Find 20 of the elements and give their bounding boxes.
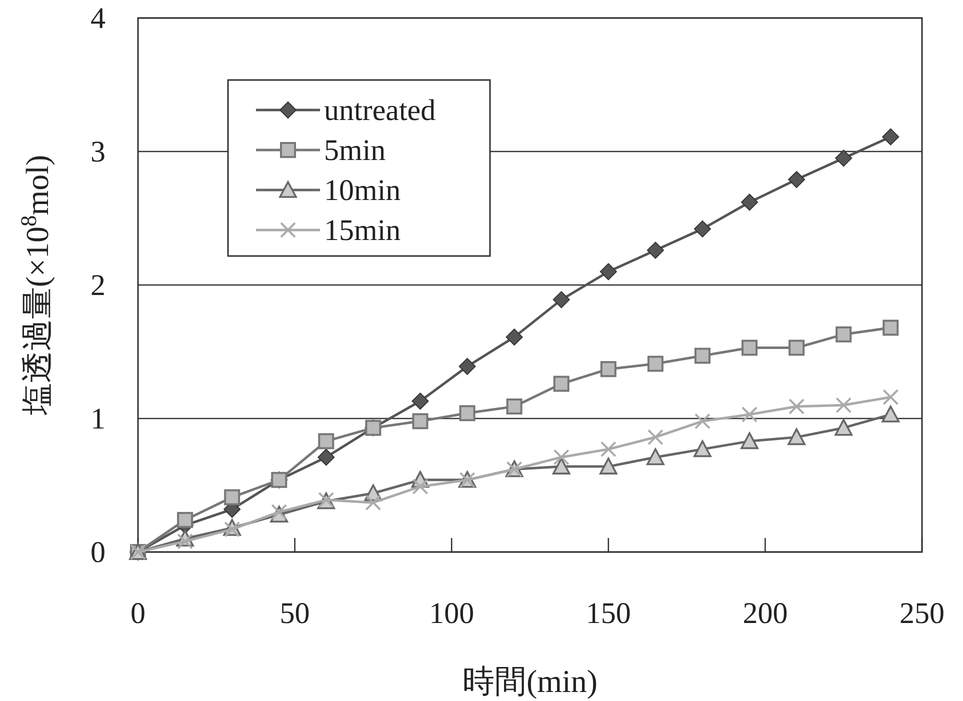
legend-item: 15min xyxy=(256,214,401,247)
x-axis-title: 時間(min) xyxy=(462,663,598,699)
x-tick-label: 100 xyxy=(429,597,474,630)
legend-item: 10min xyxy=(256,174,401,207)
x-tick-label: 50 xyxy=(280,597,310,630)
y-tick-label: 0 xyxy=(90,536,106,569)
legend-label: 5min xyxy=(324,134,386,167)
legend-item: 5min xyxy=(256,134,386,167)
x-tick-label: 200 xyxy=(742,597,788,630)
y-tick-label: 1 xyxy=(90,402,106,436)
y-tick-label: 4 xyxy=(90,2,106,35)
legend-item: untreated xyxy=(256,94,436,127)
legend-label: untreated xyxy=(324,94,436,127)
x-tick-label: 250 xyxy=(900,597,944,630)
x-tick-label: 0 xyxy=(130,597,146,630)
y-tick-label: 2 xyxy=(90,269,106,302)
legend-label: 10min xyxy=(324,174,401,207)
legend-label: 15min xyxy=(324,214,401,247)
x-tick-label: 150 xyxy=(586,597,631,630)
y-tick-label: 3 xyxy=(90,136,106,168)
